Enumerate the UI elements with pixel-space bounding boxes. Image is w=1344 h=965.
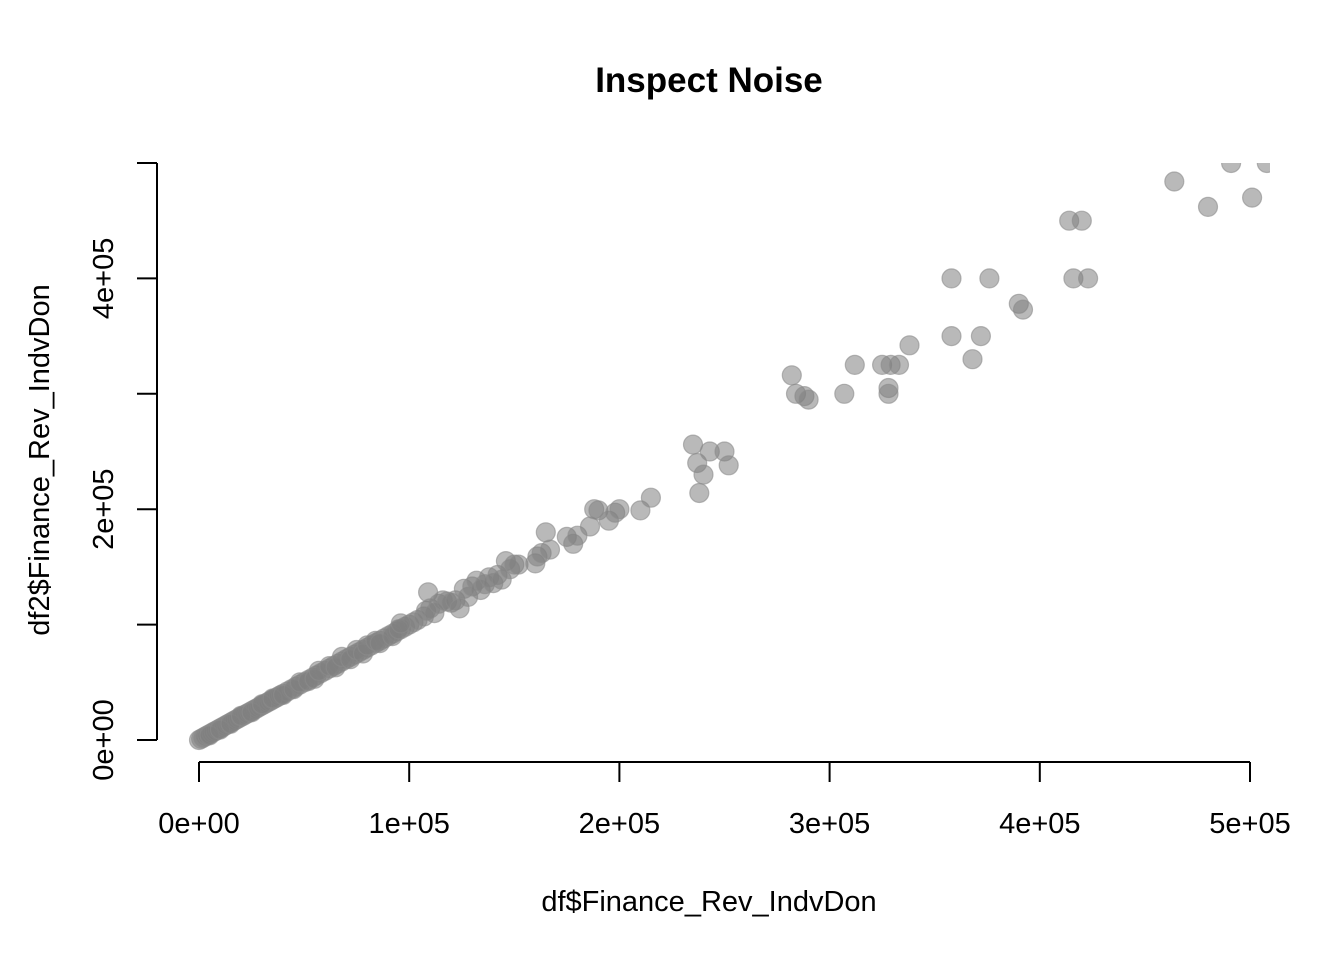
data-point: [508, 554, 529, 575]
data-point: [1071, 210, 1092, 231]
x-axis: 0e+00 1e+05 2e+05 3e+05 4e+05 5e+05: [158, 761, 1291, 840]
x-tick-label: 2e+05: [579, 808, 660, 840]
chart-title: Inspect Noise: [595, 61, 823, 100]
data-point: [390, 613, 411, 634]
data-point: [888, 354, 910, 375]
x-axis-label: df$Finance_Rev_IndvDon: [541, 886, 876, 918]
data-point: [962, 349, 983, 370]
data-point: [781, 365, 802, 386]
data-point: [844, 354, 865, 375]
data-point: [834, 383, 855, 404]
data-point: [878, 383, 899, 404]
data-point: [1221, 163, 1242, 174]
y-tick-label: 0e+00: [88, 699, 120, 780]
data-point: [941, 326, 962, 347]
data-point: [899, 335, 920, 356]
data-point: [1197, 196, 1219, 217]
data-point: [798, 389, 819, 410]
data-point: [1164, 171, 1185, 192]
x-tick-label: 4e+05: [999, 808, 1080, 840]
y-axis: 0e+00 2e+05 4e+05: [88, 162, 158, 781]
data-point: [718, 455, 739, 476]
data-point: [689, 482, 710, 504]
data-point: [539, 539, 561, 560]
y-tick-label: 2e+05: [88, 468, 120, 549]
y-axis-label: df2$Finance_Rev_IndvDon: [24, 284, 56, 635]
x-tick-label: 1e+05: [368, 808, 449, 840]
data-point: [1077, 268, 1099, 289]
x-tick-label: 5e+05: [1209, 808, 1290, 840]
data-point: [693, 464, 714, 485]
data-point: [535, 522, 556, 543]
x-tick-label: 0e+00: [158, 808, 239, 840]
data-point: [1256, 163, 1270, 174]
data-point: [970, 326, 992, 347]
data-point: [1241, 187, 1263, 208]
data-point: [609, 499, 630, 520]
data-point: [640, 487, 662, 508]
y-tick-label: 4e+05: [88, 238, 120, 319]
x-tick-label: 3e+05: [789, 808, 870, 840]
data-point: [941, 268, 962, 289]
data-point: [682, 434, 704, 455]
data-point: [979, 268, 1000, 289]
points-layer: [188, 163, 1270, 751]
data-point: [1012, 299, 1034, 320]
